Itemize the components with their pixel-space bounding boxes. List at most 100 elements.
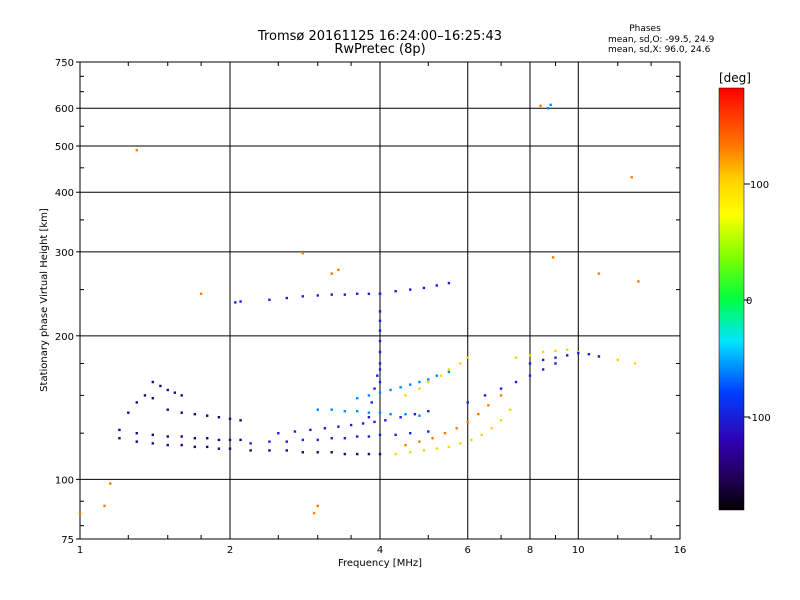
data-point xyxy=(499,394,503,397)
data-point xyxy=(343,437,347,440)
data-point xyxy=(180,443,183,447)
y-tick-label: 750 xyxy=(55,58,74,69)
data-point xyxy=(435,374,438,377)
data-point xyxy=(285,449,288,452)
data-point xyxy=(508,408,512,411)
data-point xyxy=(343,452,347,456)
data-point xyxy=(587,353,591,356)
data-point xyxy=(103,504,106,508)
data-point xyxy=(378,339,382,343)
data-point xyxy=(466,420,469,424)
plot-title: Tromsø 20161125 16:24:00–16:25:43 xyxy=(257,29,502,44)
data-point xyxy=(228,417,232,420)
data-point xyxy=(180,411,183,414)
x-tick-label: 4 xyxy=(377,545,383,556)
data-point xyxy=(249,442,252,445)
data-point xyxy=(477,412,480,416)
data-point xyxy=(394,433,397,437)
data-point xyxy=(447,281,451,285)
data-point xyxy=(443,431,447,435)
data-point xyxy=(459,362,462,365)
data-point xyxy=(541,358,545,362)
data-point xyxy=(554,356,557,359)
y-tick-label: 75 xyxy=(61,535,74,546)
colorbar-unit: [deg] xyxy=(719,71,751,85)
data-point xyxy=(228,447,232,450)
x-tick-label: 1 xyxy=(77,545,83,556)
data-point xyxy=(528,354,532,357)
data-point xyxy=(330,408,333,411)
data-point xyxy=(193,437,197,440)
data-point xyxy=(470,438,473,442)
data-point xyxy=(159,384,162,388)
data-point xyxy=(427,378,430,381)
data-point xyxy=(166,443,169,447)
data-point xyxy=(427,430,430,433)
data-point xyxy=(409,383,412,386)
data-point xyxy=(309,428,312,432)
y-tick-label: 400 xyxy=(55,188,74,199)
data-point xyxy=(301,295,305,298)
data-point xyxy=(597,355,601,358)
data-point xyxy=(367,416,371,419)
stats-x-line: mean, sd,X: 96.0, 24.6 xyxy=(608,45,711,55)
data-point xyxy=(409,431,412,435)
colorbar-label-minus100: -100 xyxy=(748,413,771,424)
data-point xyxy=(546,107,550,110)
data-point xyxy=(418,414,421,417)
data-point xyxy=(577,351,580,355)
data-point xyxy=(418,387,421,390)
data-point xyxy=(343,293,347,296)
data-point xyxy=(616,358,619,362)
y-axis-label: Stationary phase Virtual Height [km] xyxy=(39,208,50,392)
data-point xyxy=(378,350,382,354)
data-point xyxy=(109,482,112,485)
data-point xyxy=(285,296,288,300)
data-point xyxy=(343,409,347,413)
data-point xyxy=(549,103,552,107)
data-point xyxy=(277,431,280,435)
data-point xyxy=(180,394,183,397)
grid-lines xyxy=(80,62,680,539)
data-point xyxy=(316,294,319,297)
data-point xyxy=(330,272,333,275)
data-point xyxy=(355,435,359,438)
data-point xyxy=(384,419,387,422)
data-point xyxy=(355,292,359,295)
data-point xyxy=(565,348,569,351)
data-point xyxy=(378,411,382,414)
y-tick-label: 300 xyxy=(55,248,74,259)
data-point xyxy=(389,388,392,392)
data-point xyxy=(173,391,177,394)
data-point xyxy=(431,437,434,440)
data-point xyxy=(427,380,430,384)
x-tick-label: 8 xyxy=(527,545,533,556)
data-point xyxy=(554,349,557,353)
data-point xyxy=(205,437,209,440)
data-point xyxy=(376,374,379,377)
axis-ticks: 1 2 4 6 8 10 16 75 100 200 300 400 500 600 750 xyxy=(55,58,686,556)
data-point xyxy=(373,387,376,390)
data-point xyxy=(268,449,271,452)
data-point xyxy=(413,412,417,416)
data-point xyxy=(330,451,333,454)
data-point xyxy=(301,438,305,442)
data-point xyxy=(409,288,412,291)
data-point xyxy=(378,362,382,365)
data-point xyxy=(205,445,209,449)
y-tick-label: 500 xyxy=(55,142,74,153)
data-point xyxy=(435,284,438,287)
data-point xyxy=(135,401,138,404)
data-point xyxy=(367,435,371,438)
data-point xyxy=(378,391,382,394)
data-point xyxy=(316,451,319,454)
data-point xyxy=(447,368,451,371)
data-point xyxy=(551,256,555,259)
data-point xyxy=(367,292,371,295)
data-point xyxy=(301,252,305,255)
data-point xyxy=(447,370,451,374)
data-point xyxy=(367,452,371,456)
data-point xyxy=(399,386,402,389)
data-point xyxy=(394,452,397,456)
data-point xyxy=(404,394,407,397)
